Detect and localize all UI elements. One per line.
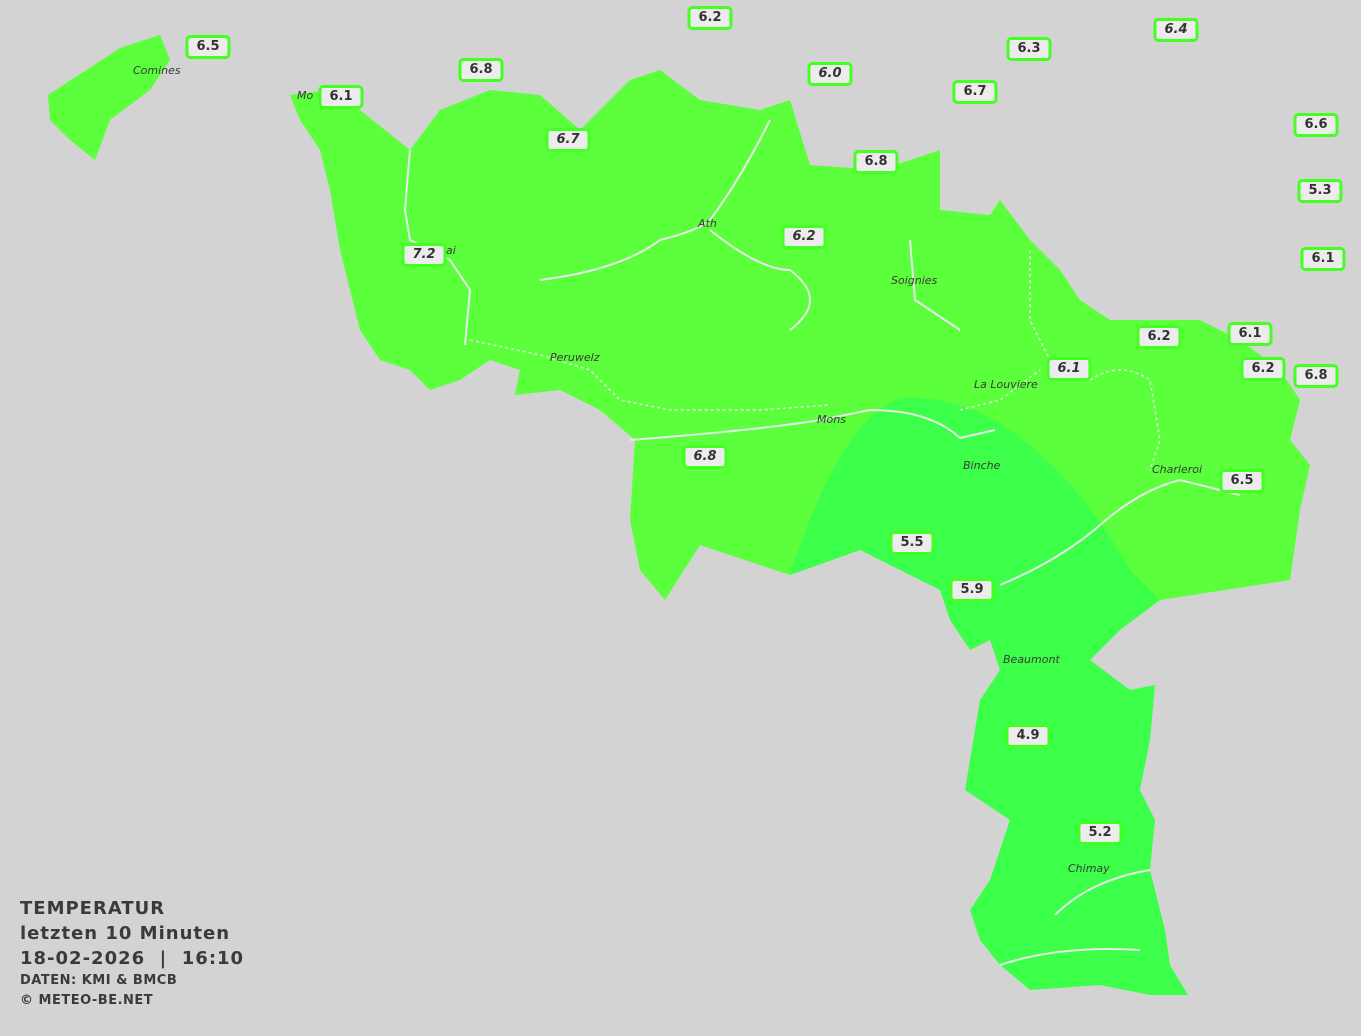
city-beaumont: Beaumont — [1003, 653, 1060, 666]
city-mouscron: Mo — [297, 89, 313, 102]
station-value: 6.6 — [1293, 113, 1339, 137]
station-value: 6.0 — [807, 62, 853, 86]
station-value: 6.5 — [1219, 469, 1265, 493]
city-peruwelz: Peruwelz — [550, 351, 600, 364]
station-value: 6.7 — [952, 80, 998, 104]
station-value: 5.5 — [889, 531, 935, 555]
city-comines: Comines — [133, 64, 181, 77]
station-value: 5.3 — [1297, 179, 1343, 203]
city-charleroi: Charleroi — [1152, 463, 1202, 476]
legend-title: TEMPERATUR — [20, 898, 166, 919]
region-warm — [48, 35, 1310, 600]
station-value: 6.8 — [458, 58, 504, 82]
station-value: 4.9 — [1005, 724, 1051, 748]
city-chimay: Chimay — [1068, 862, 1110, 875]
station-value: 6.8 — [853, 150, 899, 174]
station-value: 5.9 — [949, 578, 995, 602]
city-binche: Binche — [963, 459, 1001, 472]
station-value: 6.2 — [781, 225, 827, 249]
city-mons: Mons — [817, 413, 846, 426]
rivers — [403, 119, 1241, 966]
station-value: 6.2 — [1240, 357, 1286, 381]
station-value: 6.7 — [545, 128, 591, 152]
legend-copyright: © METEO-BE.NET — [20, 993, 154, 1008]
city-labels: Comines Mo ai Ath Soignies Peruwelz La L… — [133, 64, 1202, 875]
legend-period: letzten 10 Minuten — [20, 923, 231, 944]
city-tournai: ai — [446, 244, 456, 257]
city-soignies: Soignies — [891, 274, 938, 287]
station-value: 6.5 — [185, 35, 231, 59]
station-value: 6.1 — [1046, 357, 1092, 381]
legend-source: DATEN: KMI & BMCB — [20, 973, 178, 988]
map-legend: TEMPERATUR letzten 10 Minuten 18-02-2026… — [20, 896, 244, 1011]
station-value: 6.1 — [1227, 322, 1273, 346]
borders — [469, 250, 1161, 471]
legend-datetime: 18-02-2026 | 16:10 — [20, 948, 245, 969]
station-value: 6.2 — [687, 6, 733, 30]
station-value: 6.2 — [1136, 325, 1182, 349]
station-value: 6.1 — [1300, 247, 1346, 271]
station-value: 6.3 — [1006, 37, 1052, 61]
station-value: 6.8 — [1293, 364, 1339, 388]
station-value: 7.2 — [401, 243, 447, 267]
city-la-louviere: La Louviere — [974, 378, 1038, 391]
station-value: 5.2 — [1077, 821, 1123, 845]
station-value: 6.8 — [682, 445, 728, 469]
city-ath: Ath — [697, 217, 717, 230]
station-value: 6.1 — [318, 85, 364, 109]
station-value: 6.4 — [1153, 18, 1199, 42]
